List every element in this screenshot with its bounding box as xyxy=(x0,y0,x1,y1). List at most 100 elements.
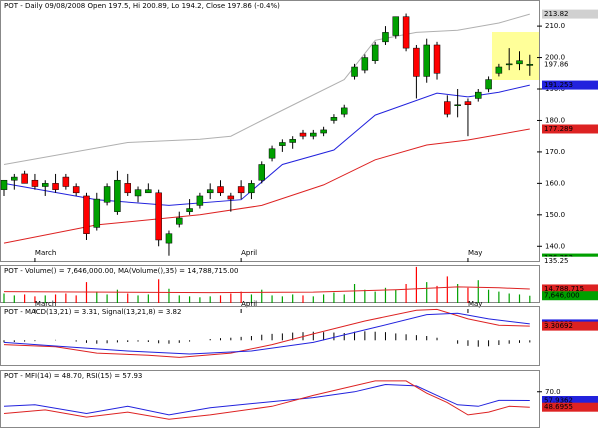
price-flag xyxy=(542,284,598,294)
candle-body xyxy=(330,117,338,121)
candle-body xyxy=(299,132,307,137)
candle-body xyxy=(371,44,379,61)
price-flag xyxy=(542,402,598,412)
x-tick-label: May xyxy=(468,249,482,257)
price-flag xyxy=(542,291,598,301)
candle-body xyxy=(382,32,389,43)
price-flag-label: 191.253 xyxy=(544,81,573,89)
candle-body xyxy=(485,79,492,90)
y-tick-label: 150.0 xyxy=(545,211,565,219)
candle-body xyxy=(0,179,8,190)
y-tick-label: 140.0 xyxy=(545,242,565,250)
candle-body xyxy=(11,176,18,181)
indicator-line xyxy=(3,312,530,355)
candle-body xyxy=(52,183,59,190)
x-tick-label: March xyxy=(35,249,56,257)
candle-body xyxy=(505,63,513,66)
panel-frame xyxy=(0,265,540,303)
candle-body xyxy=(351,66,358,77)
candle-body xyxy=(402,16,410,49)
candle-body xyxy=(103,186,111,203)
candle-body xyxy=(361,57,369,71)
x-tick-label: April xyxy=(241,249,257,257)
candle-body xyxy=(237,186,245,194)
panel-title: POT - MACD(13,21) = 3.31, Signal(13,21,8… xyxy=(4,308,181,316)
indicator-line xyxy=(3,128,530,244)
candle-body xyxy=(310,132,317,137)
candle-body xyxy=(516,60,523,65)
y-tick-label: 210.0 xyxy=(545,22,565,30)
candle-body xyxy=(72,186,80,194)
candle-body xyxy=(83,195,90,234)
indicator-line xyxy=(3,308,530,358)
candle-body xyxy=(62,176,70,187)
price-flag-label: 48.6955 xyxy=(544,403,573,411)
candle-body xyxy=(320,129,327,134)
candle-body xyxy=(413,47,420,77)
candle-body xyxy=(165,233,173,244)
candle-body xyxy=(41,183,49,187)
panel-title: POT - MFI(14) = 48.70, RSI(15) = 57.93 xyxy=(4,372,142,380)
panel-title: POT - Volume() = 7,646,000.00, MA(Volume… xyxy=(4,267,238,275)
candle-body xyxy=(21,173,28,184)
candle-body xyxy=(145,189,152,194)
price-flag-label: 197.86 xyxy=(544,60,569,68)
candle-body xyxy=(268,148,276,159)
price-flag-label: 14,788,715 xyxy=(544,285,584,293)
price-flag xyxy=(542,9,598,19)
price-flag-label: 213.82 xyxy=(544,10,569,18)
indicator-line xyxy=(3,380,530,420)
candle-body xyxy=(475,91,482,99)
y-tick-label: 180.0 xyxy=(545,116,565,124)
candle-body xyxy=(423,44,430,77)
panel-frame xyxy=(0,0,540,262)
x-tick-label: April xyxy=(241,300,257,308)
candle-body xyxy=(392,16,400,36)
candle-body xyxy=(340,107,348,115)
price-flag xyxy=(542,80,598,90)
candle-body xyxy=(248,183,255,194)
y-tick-label: 160.0 xyxy=(545,179,565,187)
price-flag-label: 177.289 xyxy=(544,125,573,133)
candle-body xyxy=(279,142,286,146)
candle-body xyxy=(176,217,183,225)
candle-body xyxy=(206,189,214,194)
candle-body xyxy=(186,208,193,212)
price-flag xyxy=(542,395,598,405)
candle-body xyxy=(526,64,534,66)
indicator-line xyxy=(3,286,530,294)
price-flag xyxy=(542,256,598,266)
candle-body xyxy=(217,186,224,194)
x-tick-label: March xyxy=(35,300,56,308)
price-flag-label: 7,646,000 xyxy=(544,292,580,300)
panel-title: POT - Daily 09/08/2008 Open 197.5, Hi 20… xyxy=(4,2,280,10)
candle-body xyxy=(155,192,162,241)
y-tick-label: 170.0 xyxy=(545,148,565,156)
y-tick-label: 70.0 xyxy=(545,388,561,396)
candle-body xyxy=(124,183,131,194)
candle-body xyxy=(454,104,461,106)
candle-body xyxy=(134,189,142,197)
candle-body xyxy=(93,198,101,228)
price-flag-label: 3.30692 xyxy=(544,322,573,330)
price-flag-label: 135.25 xyxy=(544,257,569,265)
price-flag xyxy=(542,321,598,331)
candle-body xyxy=(289,139,296,143)
candle-body xyxy=(31,179,39,187)
y-tick-label: 200.0 xyxy=(545,54,565,62)
x-tick-label: May xyxy=(468,300,482,308)
candle-body xyxy=(227,195,235,200)
candle-body xyxy=(495,66,503,74)
candle-body xyxy=(444,101,451,115)
indicator-line xyxy=(3,13,530,165)
candle-body xyxy=(258,164,265,181)
panel-frame xyxy=(0,306,540,366)
candle-body xyxy=(464,101,472,105)
price-flag xyxy=(542,59,598,69)
price-flag xyxy=(542,124,598,134)
indicator-line xyxy=(3,383,530,416)
candle-body xyxy=(433,44,441,74)
price-flag-label: 57.9362 xyxy=(544,396,573,404)
candle-body xyxy=(196,195,204,206)
